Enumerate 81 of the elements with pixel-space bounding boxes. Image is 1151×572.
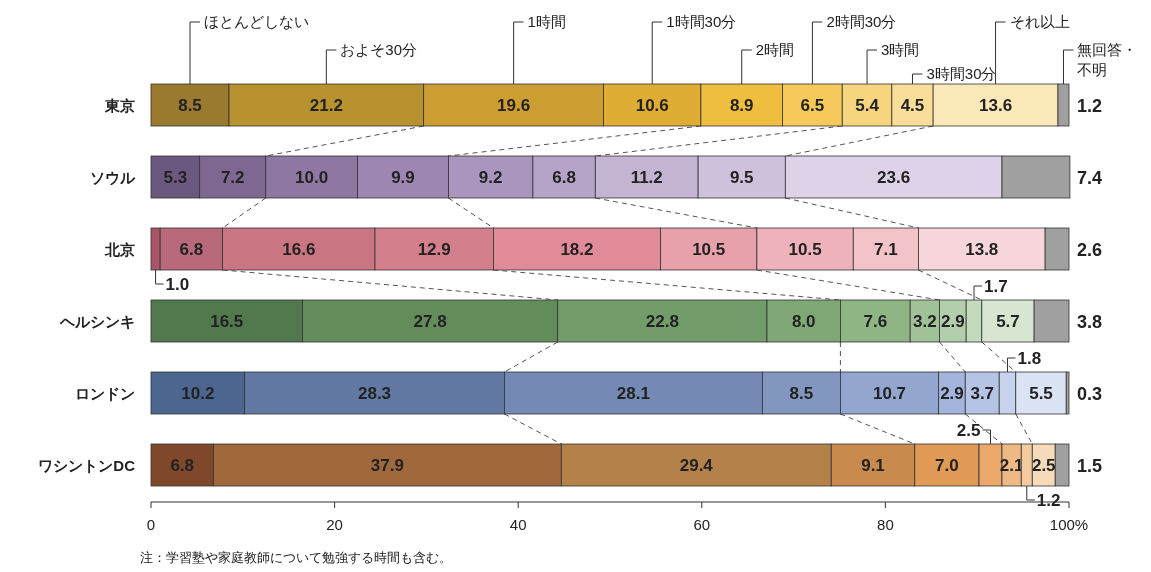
data-label: 1.2 <box>1036 491 1061 510</box>
data-label: 13.8 <box>965 240 999 259</box>
data-label: 3.2 <box>913 312 937 331</box>
data-label: 1.8 <box>1017 349 1042 368</box>
data-label: 2.5 <box>956 421 981 440</box>
data-label: 11.2 <box>630 168 663 187</box>
data-label: 22.8 <box>645 312 679 331</box>
data-label: 6.5 <box>800 96 825 115</box>
data-label: 7.1 <box>874 240 898 259</box>
data-label: 8.5 <box>789 384 814 403</box>
data-label: 21.2 <box>309 96 343 115</box>
text: ほとんどしない <box>204 13 310 30</box>
data-label: 5.4 <box>855 96 880 115</box>
series-label: およそ30分 <box>340 41 418 58</box>
data-label: 10.2 <box>181 384 215 403</box>
x-tick-label: 100% <box>1049 516 1089 533</box>
text: 1時間 <box>527 13 566 30</box>
y-tick-label: 東京 <box>104 97 135 114</box>
y-tick-label: ソウル <box>90 169 136 186</box>
text: 注：学習塾や家庭教師について勉強する時間も含む。 <box>140 550 452 565</box>
data-label: 9.5 <box>729 168 754 187</box>
data-label: 10.5 <box>692 240 726 259</box>
data-label: 8.9 <box>729 96 754 115</box>
data-label: 2.9 <box>941 312 965 331</box>
x-tick-label: 60 <box>693 516 711 533</box>
data-label: 7.4 <box>1077 168 1103 188</box>
data-label: 7.2 <box>220 168 245 187</box>
x-tick-label: 40 <box>509 516 527 533</box>
data-label: 2.6 <box>1077 240 1103 260</box>
data-label: 7.0 <box>935 456 959 475</box>
data-label: 0.3 <box>1077 384 1103 404</box>
x-tick-label: 80 <box>877 516 894 533</box>
data-label: 3.7 <box>970 384 995 403</box>
data-label: 8.0 <box>791 312 816 331</box>
y-tick-label: ヘルシンキ <box>59 313 135 330</box>
series-label: 2時間 <box>755 41 795 58</box>
data-label: 5.7 <box>996 312 1020 331</box>
data-label: 9.1 <box>861 456 885 475</box>
data-label: 4.5 <box>900 96 925 115</box>
data-label: 13.6 <box>979 96 1013 115</box>
data-label: 3.8 <box>1077 312 1103 332</box>
data-label: 1.5 <box>1077 456 1103 476</box>
y-tick-label: 北京 <box>104 241 135 258</box>
data-label: 27.8 <box>413 312 447 331</box>
series-label: 3時間30分 <box>926 65 997 82</box>
data-label: 2.9 <box>940 384 964 403</box>
data-label: 6.8 <box>170 456 195 475</box>
legend-label: 無回答・不明 <box>1077 41 1138 78</box>
data-label: 37.9 <box>370 456 404 475</box>
data-label: 7.6 <box>863 312 888 331</box>
data-label: 29.4 <box>679 456 714 475</box>
data-label: 10.5 <box>788 240 822 259</box>
data-label: 1.2 <box>1077 96 1103 116</box>
text: それ以上 <box>1009 13 1070 30</box>
data-label: 8.5 <box>178 96 202 115</box>
data-label: 9.2 <box>478 168 503 187</box>
data-label: 12.9 <box>417 240 451 259</box>
data-label: 16.5 <box>210 312 244 331</box>
text: 2時間30分 <box>826 13 897 30</box>
data-label: 1.0 <box>165 275 190 294</box>
series-label: 3時間 <box>881 41 920 58</box>
data-label: 5.5 <box>1029 384 1053 403</box>
data-label: 6.8 <box>179 240 204 259</box>
data-label: 10.0 <box>295 168 329 187</box>
data-label: 28.3 <box>357 384 392 403</box>
data-label: 5.3 <box>163 168 188 187</box>
data-label: 1.7 <box>983 277 1008 296</box>
data-label: 16.6 <box>282 240 316 259</box>
data-label: 19.6 <box>497 96 531 115</box>
data-label: 9.9 <box>391 168 415 187</box>
data-label: 28.1 <box>616 384 650 403</box>
data-label: 23.6 <box>877 168 911 187</box>
text: 1時間30分 <box>666 13 737 30</box>
x-tick-label: 20 <box>326 516 343 533</box>
y-tick-label: ロンドン <box>75 385 135 402</box>
y-tick-label: ワシントンDC <box>38 457 136 474</box>
data-label: 10.6 <box>635 96 669 115</box>
data-label: 18.2 <box>560 240 594 259</box>
data-label: 10.7 <box>872 384 907 403</box>
data-label: 6.8 <box>552 168 576 187</box>
x-tick-label: 0 <box>146 516 156 533</box>
